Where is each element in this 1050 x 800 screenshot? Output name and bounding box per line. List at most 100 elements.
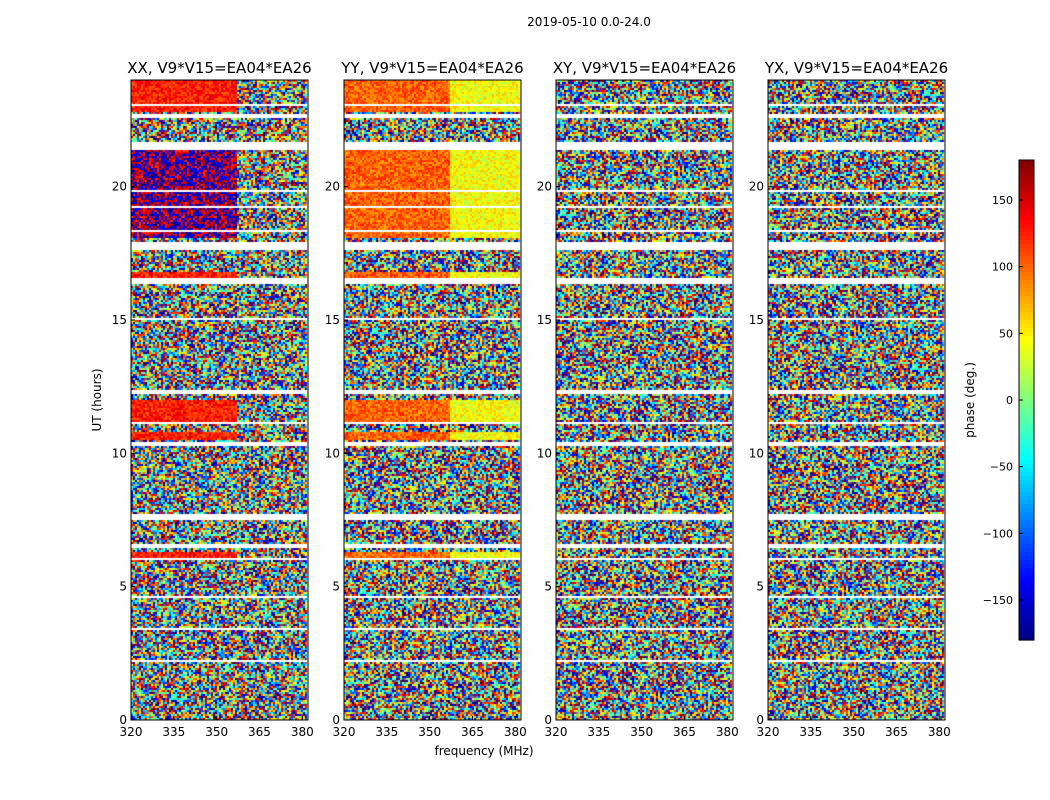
panel-title: YY, V9*V15=EA04*EA26 (340, 59, 523, 77)
y-tick-label: 20 (325, 180, 340, 194)
colorbar-segment (1019, 608, 1034, 613)
colorbar-segment (1019, 624, 1034, 629)
colorbar-tick-label: −150 (983, 594, 1013, 607)
colorbar-segment (1019, 380, 1034, 385)
colorbar-segment (1019, 360, 1034, 365)
colorbar-segment (1019, 532, 1034, 537)
colorbar-segment (1019, 484, 1034, 489)
colorbar-segment (1019, 596, 1034, 601)
x-tick-label: 380 (504, 725, 527, 739)
colorbar-tick-label: 150 (992, 194, 1013, 207)
colorbar-segment (1019, 368, 1034, 373)
panels-group: XX, V9*V15=EA04*EA26 320 335 350 365 380 0 5 10 1… (112, 59, 951, 739)
colorbar-segment (1019, 496, 1034, 501)
y-tick-label: 20 (112, 180, 127, 194)
panel-title: XY, V9*V15=EA04*EA26 (553, 59, 736, 77)
panel-yx: YX, V9*V15=EA04*EA26 320 335 350 365 380 0 5 10 1… (749, 59, 951, 739)
x-tick-label: 365 (461, 725, 484, 739)
colorbar-tick-label: 0 (1006, 394, 1013, 407)
x-tick-label: 335 (162, 725, 185, 739)
colorbar-segment (1019, 584, 1034, 589)
colorbar-segment (1019, 340, 1034, 345)
colorbar-tick-label: 50 (999, 327, 1013, 340)
colorbar-segment (1019, 524, 1034, 529)
panel-frame (343, 79, 522, 721)
colorbar-segment (1019, 316, 1034, 321)
y-tick-label: 15 (112, 313, 127, 327)
y-tick-label: 20 (537, 180, 552, 194)
colorbar-segment (1019, 628, 1034, 633)
colorbar-segment (1019, 612, 1034, 617)
y-tick-label: 0 (756, 713, 764, 727)
colorbar-segment (1019, 480, 1034, 485)
colorbar-segment (1019, 272, 1034, 277)
panel-frame (555, 79, 734, 721)
colorbar-segment (1019, 292, 1034, 297)
colorbar-segment (1019, 564, 1034, 569)
x-tick-label: 365 (885, 725, 908, 739)
colorbar-segment (1019, 180, 1034, 185)
y-tick-label: 20 (749, 180, 764, 194)
colorbar-segment (1019, 364, 1034, 369)
colorbar-segment (1019, 556, 1034, 561)
panel-xx: XX, V9*V15=EA04*EA26 320 335 350 365 380 0 5 10 1… (112, 59, 314, 739)
colorbar-segment (1019, 236, 1034, 241)
colorbar-segment (1019, 636, 1034, 641)
colorbar-segment (1019, 632, 1034, 637)
colorbar-segment (1019, 400, 1034, 405)
colorbar-segment (1019, 296, 1034, 301)
colorbar-segment (1019, 324, 1034, 329)
colorbar-segment (1019, 308, 1034, 313)
colorbar-segment (1019, 588, 1034, 593)
colorbar-segment (1019, 492, 1034, 497)
colorbar-segment (1019, 352, 1034, 357)
colorbar-segment (1019, 320, 1034, 325)
colorbar-segment (1019, 208, 1034, 213)
colorbar-segment (1019, 408, 1034, 413)
colorbar-segment (1019, 412, 1034, 417)
colorbar-segment (1019, 376, 1034, 381)
colorbar-segment (1019, 164, 1034, 169)
colorbar-segment (1019, 424, 1034, 429)
colorbar-segment (1019, 216, 1034, 221)
colorbar-segment (1019, 604, 1034, 609)
colorbar-segment (1019, 256, 1034, 261)
y-tick-label: 5 (332, 580, 340, 594)
panel-frame (767, 79, 946, 721)
colorbar-segment (1019, 464, 1034, 469)
x-tick-label: 365 (673, 725, 696, 739)
colorbar-segment (1019, 520, 1034, 525)
figure-title: 2019-05-10 0.0-24.0 (527, 15, 651, 29)
colorbar-segment (1019, 176, 1034, 181)
colorbar-segment (1019, 528, 1034, 533)
heatmap-xy (556, 80, 733, 720)
colorbar-segment (1019, 616, 1034, 621)
colorbar-segment (1019, 428, 1034, 433)
colorbar-segment (1019, 304, 1034, 309)
colorbar-segment (1019, 388, 1034, 393)
colorbar-segment (1019, 444, 1034, 449)
colorbar: −150 −100 −50 0 50 100 150 phase (deg.) (963, 159, 1035, 641)
colorbar-segment (1019, 204, 1034, 209)
x-tick-label: 350 (205, 725, 228, 739)
y-tick-label: 15 (537, 313, 552, 327)
x-tick-label: 350 (630, 725, 653, 739)
x-tick-label: 365 (248, 725, 271, 739)
colorbar-segment (1019, 312, 1034, 317)
colorbar-tick-label: −50 (990, 461, 1013, 474)
colorbar-segment (1019, 220, 1034, 225)
x-tick-label: 320 (333, 725, 356, 739)
colorbar-segment (1019, 248, 1034, 253)
colorbar-segment (1019, 476, 1034, 481)
panel-title: YX, V9*V15=EA04*EA26 (764, 59, 948, 77)
colorbar-segment (1019, 240, 1034, 245)
x-tick-label: 350 (842, 725, 865, 739)
x-tick-label: 380 (716, 725, 739, 739)
colorbar-segment (1019, 300, 1034, 305)
colorbar-segment (1019, 172, 1034, 177)
colorbar-segment (1019, 460, 1034, 465)
colorbar-segment (1019, 264, 1034, 269)
y-tick-label: 0 (544, 713, 552, 727)
panel-frame (130, 79, 309, 721)
panel-title: XX, V9*V15=EA04*EA26 (127, 59, 311, 77)
